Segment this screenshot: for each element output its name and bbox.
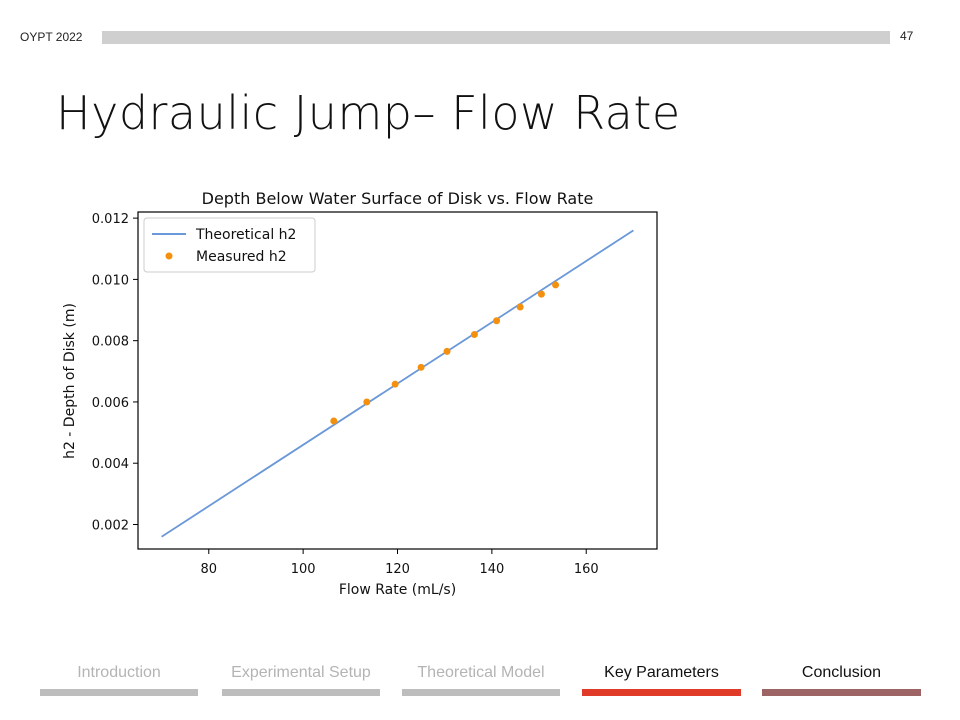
y-axis-ticks: 0.002 0.004 0.006 0.008 0.010 0.012	[92, 212, 138, 533]
nav-progress-bar	[582, 689, 741, 696]
section-nav: Introduction Experimental Setup Theoreti…	[0, 660, 960, 720]
nav-label: Experimental Setup	[231, 664, 371, 681]
y-tick-label: 0.006	[92, 396, 129, 411]
nav-progress-bar	[402, 689, 560, 696]
nav-item-theoretical-model[interactable]: Theoretical Model	[402, 660, 560, 700]
legend-label-theoretical: Theoretical h2	[195, 227, 296, 243]
y-tick-label: 0.008	[92, 335, 129, 350]
x-tick-label: 140	[479, 562, 504, 577]
conference-label: OYPT 2022	[20, 30, 83, 44]
measured-h2-point	[330, 417, 338, 425]
x-tick-label: 120	[385, 562, 410, 577]
nav-label: Introduction	[77, 664, 161, 681]
nav-progress-bar	[222, 689, 380, 696]
measured-h2-point	[391, 380, 399, 388]
y-tick-label: 0.012	[92, 212, 129, 227]
nav-item-conclusion[interactable]: Conclusion	[762, 660, 921, 700]
chart-plot-frame	[137, 211, 658, 550]
chart-legend: Theoretical h2 Measured h2	[143, 217, 316, 273]
page-number: 47	[900, 29, 914, 43]
legend-marker-swatch	[165, 252, 173, 260]
y-tick-label: 0.002	[92, 518, 129, 533]
nav-label: Conclusion	[801, 664, 882, 681]
slide-title: Hydraulic Jump– Flow Rate	[56, 86, 681, 140]
x-tick-label: 80	[200, 562, 217, 577]
measured-h2-point	[537, 290, 545, 298]
measured-h2-point	[493, 317, 501, 325]
nav-label: Theoretical Model	[417, 664, 545, 681]
nav-progress-bar	[762, 689, 921, 696]
nav-progress-bar	[40, 689, 198, 696]
y-tick-label: 0.004	[92, 457, 129, 472]
chart-series	[161, 229, 634, 538]
nav-item-introduction[interactable]: Introduction	[40, 660, 198, 700]
nav-label: Key Parameters	[604, 664, 719, 681]
measured-h2-point	[417, 363, 425, 371]
nav-item-key-parameters[interactable]: Key Parameters	[582, 660, 741, 700]
x-axis-ticks: 80 100 120 140 160	[200, 549, 599, 577]
legend-label-measured: Measured h2	[196, 249, 287, 265]
legend-box	[143, 217, 316, 273]
measured-h2-point	[363, 398, 371, 406]
nav-item-experimental-setup[interactable]: Experimental Setup	[222, 660, 380, 700]
y-tick-label: 0.010	[92, 273, 129, 288]
measured-h2-point	[516, 303, 524, 311]
y-axis-label: h2 - Depth of Disk (m)	[62, 303, 78, 459]
chart-title: Depth Below Water Surface of Disk vs. Fl…	[202, 189, 594, 208]
measured-h2-point	[470, 331, 478, 339]
flow-rate-chart: Depth Below Water Surface of Disk vs. Fl…	[62, 189, 658, 598]
x-tick-label: 100	[291, 562, 316, 577]
header-divider-bar	[102, 31, 890, 44]
measured-h2-point	[552, 281, 560, 289]
measured-h2-point	[443, 347, 451, 355]
x-axis-label: Flow Rate (mL/s)	[339, 582, 456, 598]
x-tick-label: 160	[574, 562, 599, 577]
